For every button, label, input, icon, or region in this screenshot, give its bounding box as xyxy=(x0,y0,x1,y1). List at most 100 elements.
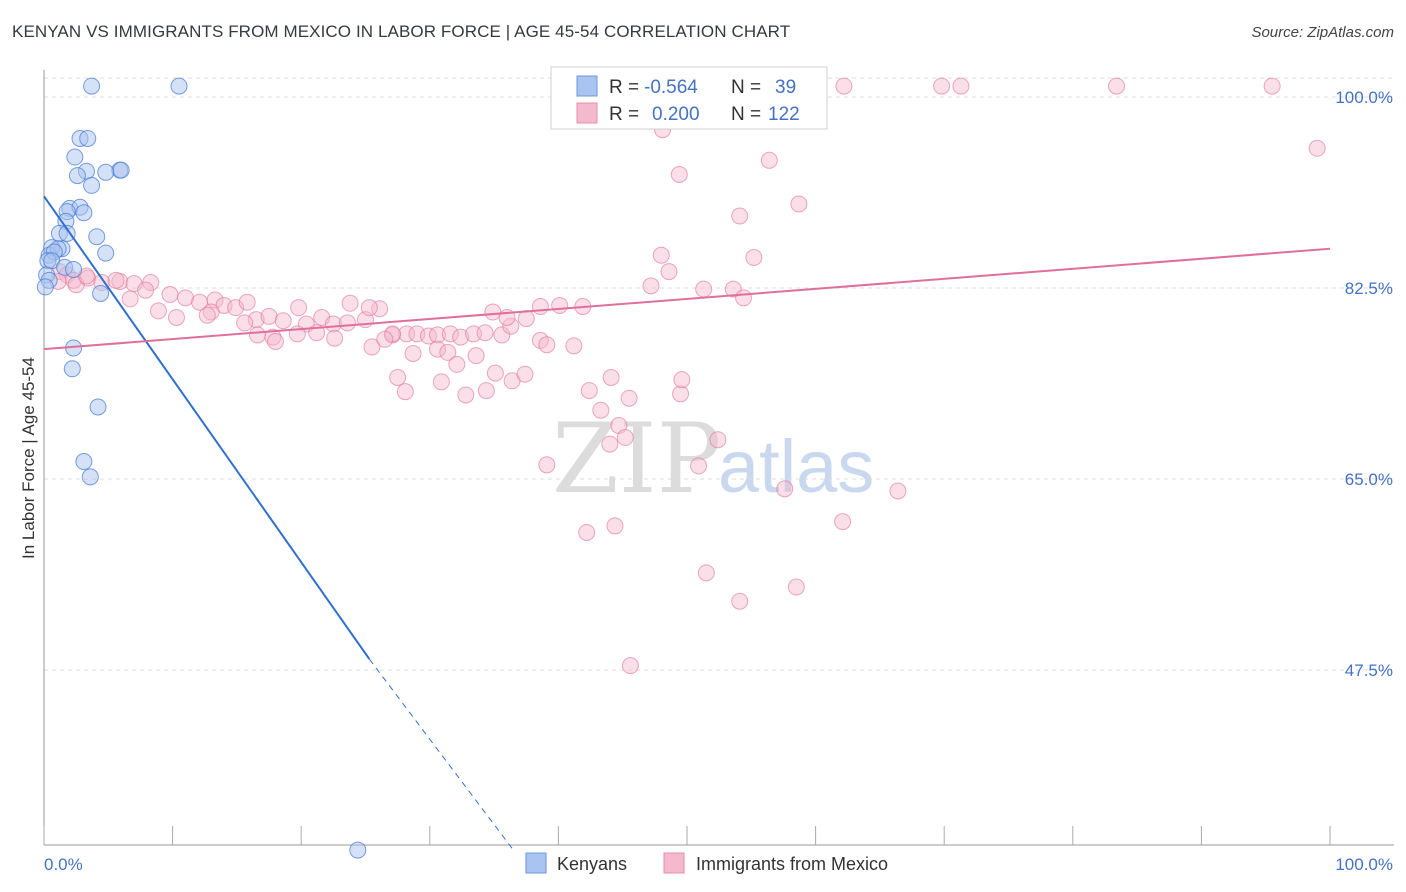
mexico-point xyxy=(439,343,457,361)
mexico-points xyxy=(49,77,1326,675)
mexico-point xyxy=(1108,77,1126,95)
mexico-point xyxy=(338,314,356,332)
kenyans-trend-extension xyxy=(368,658,514,851)
kenyan-point xyxy=(58,224,76,242)
legend-n-label-mexico: N = xyxy=(731,104,761,125)
mexico-point xyxy=(835,77,853,95)
mexico-point xyxy=(616,429,634,447)
mexico-point xyxy=(167,308,185,326)
mexico-point xyxy=(538,336,556,354)
mexico-point xyxy=(324,315,342,333)
kenyan-point xyxy=(83,77,101,95)
mexico-point xyxy=(476,324,494,342)
mexico-trend-line xyxy=(43,247,1331,351)
mexico-point xyxy=(484,303,502,321)
legend-n-value-mexico: 122 xyxy=(768,104,800,125)
y-tick-label: 47.5% xyxy=(1345,661,1393,680)
kenyan-point xyxy=(79,129,97,147)
mexico-point xyxy=(731,207,749,225)
mexico-point xyxy=(398,325,416,343)
mexico-point xyxy=(429,340,447,358)
mexico-point xyxy=(516,365,534,383)
mexico-point xyxy=(790,195,808,213)
mexico-point xyxy=(735,289,753,307)
source-label: Source: ZipAtlas.com xyxy=(1251,24,1394,41)
mexico-point xyxy=(149,302,167,320)
kenyan-point xyxy=(89,398,107,416)
bottom-legend-label-mexico: Immigrants from Mexico xyxy=(696,854,888,874)
mexico-point xyxy=(889,482,907,500)
chart-title: KENYAN VS IMMIGRANTS FROM MEXICO IN LABO… xyxy=(12,22,791,41)
mexico-point xyxy=(107,271,125,289)
kenyan-point xyxy=(349,841,367,859)
mexico-point xyxy=(538,456,556,474)
x-tick-label-min: 0.0% xyxy=(44,855,83,874)
mexico-point xyxy=(176,289,194,307)
mexico-point xyxy=(745,248,763,266)
mexico-point xyxy=(672,385,690,403)
watermark-zip: ZIP xyxy=(552,403,721,515)
legend-r-value-kenyans: -0.564 xyxy=(644,77,698,98)
gridlines xyxy=(44,77,1394,671)
mexico-point xyxy=(606,517,624,535)
watermark: ZIP atlas xyxy=(552,403,874,515)
mexico-point xyxy=(731,592,749,610)
mexico-point xyxy=(652,246,670,264)
mexico-point xyxy=(787,578,805,596)
kenyan-point xyxy=(65,260,83,278)
mexico-point xyxy=(161,286,179,304)
kenyan-point xyxy=(92,284,110,302)
mexico-point xyxy=(709,431,727,449)
mexico-point xyxy=(601,435,619,453)
mexico-point xyxy=(274,312,292,330)
mexico-point xyxy=(441,325,459,343)
mexico-point xyxy=(690,457,708,475)
watermark-atlas: atlas xyxy=(718,425,874,508)
bottom-legend-swatch-kenyans xyxy=(525,852,547,874)
mexico-point xyxy=(834,513,852,531)
mexico-point xyxy=(404,344,422,362)
mexico-point xyxy=(531,298,549,316)
mexico-point xyxy=(429,326,447,344)
mexico-point xyxy=(248,326,266,344)
y-tick-label: 82.5% xyxy=(1345,279,1393,298)
mexico-point xyxy=(236,314,254,332)
mexico-point xyxy=(486,364,504,382)
mexico-point xyxy=(432,373,450,391)
kenyan-point xyxy=(68,167,86,185)
kenyans-trend-line xyxy=(43,195,371,660)
mexico-point xyxy=(448,355,466,373)
mexico-point xyxy=(933,77,951,95)
mexico-point xyxy=(121,290,139,308)
legend-swatch-mexico xyxy=(576,102,598,124)
kenyan-points xyxy=(36,77,367,859)
y-tick-label: 65.0% xyxy=(1345,470,1393,489)
kenyan-point xyxy=(63,360,81,378)
mexico-point xyxy=(952,77,970,95)
legend-r-value-mexico: 0.200 xyxy=(652,104,700,125)
y-axis-title: In Labor Force | Age 45-54 xyxy=(19,357,38,559)
series-legend: Kenyans Immigrants from Mexico xyxy=(525,852,888,874)
kenyan-point xyxy=(112,161,130,179)
mexico-point xyxy=(578,523,596,541)
kenyan-point xyxy=(170,77,188,95)
kenyan-point xyxy=(83,176,101,194)
kenyan-point xyxy=(88,228,106,246)
mexico-point xyxy=(760,151,778,169)
y-tick-labels: 100.0% 82.5% 65.0% 47.5% xyxy=(1335,88,1393,680)
mexico-point xyxy=(137,281,155,299)
mexico-point xyxy=(452,328,470,346)
x-ticks xyxy=(43,826,1331,845)
mexico-point xyxy=(266,332,284,350)
y-tick-label: 100.0% xyxy=(1335,88,1393,107)
mexico-point xyxy=(238,293,256,311)
bottom-legend-swatch-mexico xyxy=(663,852,685,874)
kenyan-point xyxy=(75,453,93,471)
mexico-point xyxy=(457,386,475,404)
mexico-point xyxy=(376,330,394,348)
legend-n-label-kenyans: N = xyxy=(731,77,761,98)
kenyan-point xyxy=(97,163,115,181)
mexico-point xyxy=(477,382,495,400)
mexico-point xyxy=(602,368,620,386)
